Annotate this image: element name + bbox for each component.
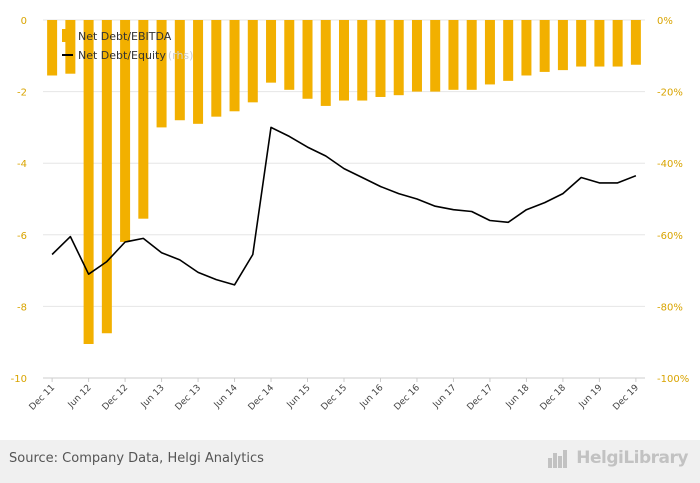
bar: [193, 20, 204, 124]
source-note: Source: Company Data, Helgi Analytics: [9, 451, 264, 466]
y-axis-right: 0% -20% -40% -60% -80% -100%: [657, 16, 689, 385]
bar: [120, 20, 131, 242]
x-tick-label: Jun 17: [431, 383, 459, 411]
x-tick-label: Dec 16: [393, 383, 423, 413]
legend-label-equity-text: Net Debt/Equity: [78, 49, 166, 62]
bar: [284, 20, 295, 90]
x-tick-label: Jun 13: [139, 383, 167, 411]
x-tick-label: Dec 13: [174, 383, 204, 413]
bar: [229, 20, 240, 112]
bar: [557, 20, 568, 71]
legend-label-equity: Net Debt/Equity (rhs): [78, 49, 193, 62]
bar: [339, 20, 349, 101]
x-tick-label: Jun 12: [66, 383, 94, 411]
y-right-tick-label: -20%: [657, 88, 683, 99]
x-tick-label: Dec 18: [539, 383, 569, 413]
bar-series: [47, 20, 641, 344]
y-right-tick-label: -40%: [657, 159, 683, 170]
bar: [576, 20, 587, 67]
brand-name: HelgiLibrary: [576, 448, 688, 468]
bar: [594, 20, 605, 67]
x-tick-label: Jun 19: [577, 383, 605, 411]
legend: Net Debt/EBITDA Net Debt/Equity (rhs): [62, 29, 193, 62]
x-tick-label: Dec 11: [28, 383, 58, 413]
y-axis-left: 0 -2 -4 -6 -8 -10: [11, 16, 27, 385]
bar: [630, 20, 641, 65]
y-left-tick-label: -2: [17, 88, 27, 99]
combo-chart: 0 -2 -4 -6 -8 -10 0% -20% -40% -60% -80% -100% Dec…: [11, 16, 690, 413]
bar: [393, 20, 404, 96]
bar: [174, 20, 185, 121]
bar: [448, 20, 459, 90]
y-left-tick-label: -6: [17, 231, 27, 242]
brand-logo: HelgiLibrary: [548, 448, 688, 468]
bar: [466, 20, 477, 90]
bar: [101, 20, 112, 334]
x-tick-label: Dec 12: [101, 383, 131, 413]
bar: [65, 20, 76, 74]
bar: [320, 20, 331, 106]
bar: [375, 20, 386, 97]
bar: [539, 20, 550, 72]
bar: [156, 20, 167, 128]
x-tick-label: Dec 15: [320, 383, 350, 413]
x-axis: Dec 11 Jun 12 Dec 12 Jun 13 Dec 13 Jun 14 Dec …: [28, 377, 645, 413]
series-line: [51, 126, 637, 286]
y-right-tick-label: -60%: [657, 231, 683, 242]
bar: [247, 20, 258, 103]
bar: [302, 20, 313, 99]
y-left-tick-label: -4: [17, 159, 27, 170]
bar: [503, 20, 514, 81]
bar: [266, 20, 277, 83]
bar: [411, 20, 422, 92]
y-right-tick-label: -80%: [657, 302, 683, 313]
line-series: [51, 126, 637, 286]
library-icon: [548, 450, 572, 468]
y-right-tick-label: -100%: [657, 374, 689, 385]
y-left-tick-label: -8: [17, 302, 27, 313]
bar: [47, 20, 58, 76]
x-tick-label: Dec 19: [611, 383, 641, 413]
x-tick-label: Jun 16: [358, 383, 386, 411]
legend-swatch-bar: [62, 29, 68, 42]
x-tick-label: Dec 14: [247, 383, 277, 413]
x-tick-label: Jun 18: [504, 383, 532, 411]
legend-label-ebitda: Net Debt/EBITDA: [78, 30, 172, 43]
x-tick-label: Jun 15: [285, 383, 313, 411]
y-right-tick-label: 0%: [657, 16, 673, 27]
bar: [521, 20, 532, 76]
y-left-tick-label: 0: [21, 16, 27, 27]
y-left-tick-label: -10: [11, 374, 27, 385]
bar: [357, 20, 368, 101]
bar: [83, 20, 94, 344]
bar: [211, 20, 222, 117]
footer-bar: Source: Company Data, Helgi Analytics He…: [0, 440, 700, 483]
bar: [138, 20, 149, 219]
x-tick-label: Dec 17: [466, 383, 496, 413]
legend-rhs-note: (rhs): [168, 49, 194, 62]
bar: [484, 20, 495, 85]
bar: [612, 20, 623, 67]
x-tick-label: Jun 14: [212, 383, 240, 411]
bar: [430, 20, 441, 92]
